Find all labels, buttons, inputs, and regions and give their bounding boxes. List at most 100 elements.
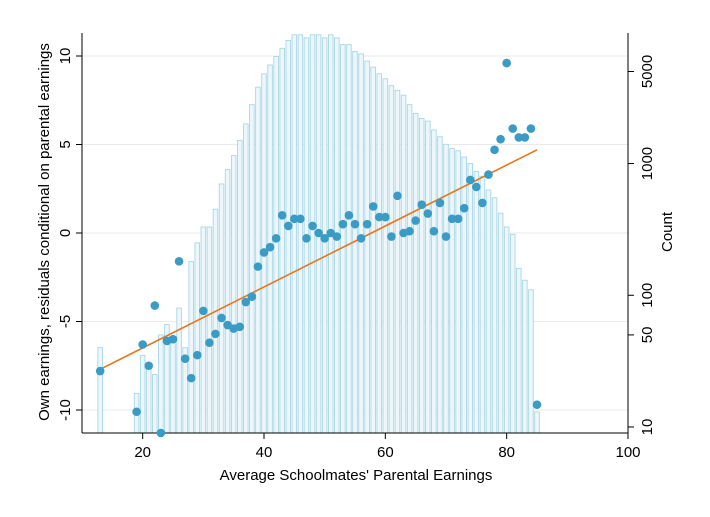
y2-tick-label: 50	[639, 327, 656, 344]
data-point	[283, 221, 293, 231]
data-point	[447, 214, 457, 224]
y-tick-label: 10	[57, 48, 74, 65]
data-point	[314, 228, 323, 238]
data-point	[459, 203, 469, 213]
histogram-bar	[212, 208, 219, 434]
histogram-bar	[370, 66, 376, 434]
histogram-bar	[152, 374, 158, 434]
y-tick-label: 5	[57, 140, 74, 148]
data-point	[496, 134, 505, 144]
histogram-bar	[255, 86, 261, 434]
data-point	[156, 428, 166, 438]
histogram-bar	[509, 233, 516, 434]
data-point	[95, 366, 105, 376]
histogram-bar	[388, 85, 395, 434]
data-point	[168, 334, 178, 344]
data-point	[308, 221, 317, 231]
data-point	[490, 145, 499, 155]
data-point	[302, 234, 311, 243]
histogram-bar	[243, 123, 249, 434]
y2-axis-title: Count	[659, 211, 676, 252]
histogram-bar	[224, 169, 231, 434]
data-point	[526, 124, 536, 133]
histogram-bar	[497, 212, 504, 434]
data-point	[338, 219, 348, 229]
data-point	[441, 232, 451, 241]
x-tick-label: 20	[134, 444, 151, 461]
histogram-bar	[139, 354, 146, 434]
y2-tick-label: 1000	[639, 147, 656, 180]
histogram-bar	[176, 307, 182, 434]
y2-tick-label: 10	[639, 419, 656, 436]
histogram-bar	[291, 34, 298, 434]
histogram-bar	[279, 47, 285, 434]
data-point	[356, 234, 366, 243]
histogram-bar	[431, 129, 437, 434]
data-point	[271, 234, 281, 243]
data-point	[253, 262, 263, 271]
histogram-bar	[194, 242, 201, 434]
data-point	[417, 200, 427, 209]
histogram-bar	[503, 226, 510, 434]
histogram-bar	[443, 143, 449, 434]
data-point	[247, 292, 257, 302]
histogram-bar	[522, 279, 528, 434]
data-point	[393, 191, 402, 201]
x-tick-label: 80	[498, 444, 515, 461]
data-point	[259, 248, 269, 257]
x-tick-label: 40	[256, 444, 273, 461]
histogram-bar	[412, 113, 419, 434]
data-point	[296, 214, 305, 224]
histogram-bar	[491, 197, 498, 434]
data-point	[235, 322, 245, 332]
histogram-bar	[97, 347, 103, 434]
y2-tick-label: 100	[639, 283, 656, 308]
data-point	[429, 226, 439, 236]
y2-tick-label: 5000	[639, 55, 656, 88]
data-point	[381, 212, 390, 222]
data-point	[180, 354, 190, 363]
data-point	[502, 58, 511, 68]
scatter-points	[95, 58, 542, 438]
tick-labels: 20 40 60 80 100 -10 -5 0 5 10 10 50 100 1000 5000	[57, 48, 656, 461]
data-point	[241, 297, 251, 307]
histogram-bar	[473, 171, 480, 434]
y-tick-label: -5	[57, 315, 74, 328]
data-point	[199, 306, 208, 316]
x-tick-label: 100	[615, 444, 640, 461]
fit-line	[99, 149, 538, 370]
histogram-bar	[485, 189, 492, 434]
histogram-bar	[206, 226, 213, 434]
histogram-bar	[230, 155, 237, 434]
fit-line-layer	[99, 149, 538, 370]
data-point	[520, 133, 530, 142]
data-point	[374, 212, 384, 222]
data-point	[186, 373, 196, 383]
data-point	[532, 400, 542, 409]
data-point	[411, 216, 420, 225]
data-point	[435, 198, 445, 208]
histogram-bar	[455, 150, 461, 434]
data-point	[478, 198, 487, 208]
data-point	[484, 170, 493, 179]
data-point	[387, 232, 396, 241]
data-point	[290, 214, 299, 224]
histogram-bar	[516, 267, 522, 434]
histogram-bar	[461, 156, 467, 434]
data-point	[265, 242, 275, 252]
data-point	[150, 301, 160, 310]
histogram-bar	[346, 44, 352, 434]
histogram-bar	[418, 118, 425, 434]
data-point	[138, 340, 147, 349]
data-point	[144, 361, 154, 371]
histogram-bar	[249, 104, 255, 434]
data-point	[320, 234, 329, 243]
histogram-bar	[479, 175, 486, 434]
histogram-bar	[528, 289, 534, 434]
histogram-bar	[340, 44, 346, 434]
data-point	[205, 338, 214, 348]
x-axis-title: Average Schoolmates' Parental Earnings	[220, 467, 493, 484]
histogram-bar	[200, 226, 207, 434]
data-point	[405, 226, 414, 236]
